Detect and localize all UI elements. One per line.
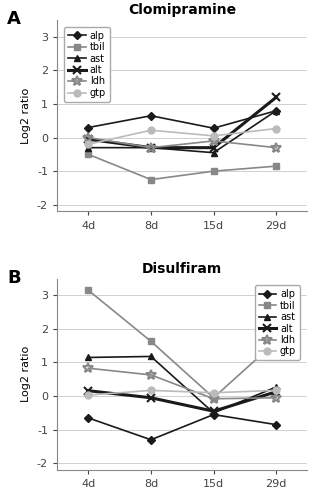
Title: Clomipramine: Clomipramine — [128, 4, 236, 18]
Y-axis label: Log2 ratio: Log2 ratio — [21, 346, 31, 403]
Legend: alp, tbil, ast, alt, ldh, gtp: alp, tbil, ast, alt, ldh, gtp — [255, 286, 300, 360]
Y-axis label: Log2 ratio: Log2 ratio — [21, 88, 31, 144]
Legend: alp, tbil, ast, alt, ldh, gtp: alp, tbil, ast, alt, ldh, gtp — [64, 27, 110, 102]
Title: Disulfiram: Disulfiram — [142, 262, 223, 276]
Text: A: A — [7, 10, 21, 29]
Text: B: B — [7, 269, 21, 287]
